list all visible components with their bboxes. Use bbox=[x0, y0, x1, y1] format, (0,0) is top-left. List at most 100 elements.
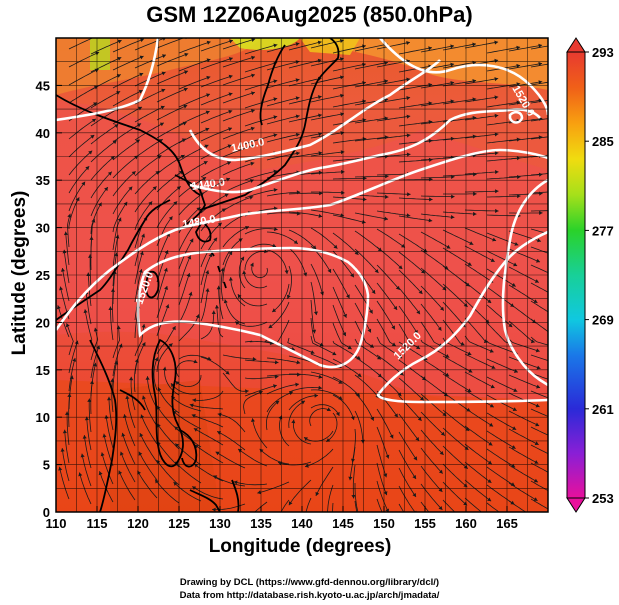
streamline bbox=[85, 290, 92, 325]
streamline-arrow bbox=[538, 135, 543, 140]
streamline bbox=[120, 451, 136, 483]
streamline bbox=[508, 482, 538, 502]
streamline bbox=[530, 264, 548, 274]
x-tick-label: 125 bbox=[168, 516, 190, 531]
streamline-arrow bbox=[538, 61, 543, 66]
streamline bbox=[266, 249, 288, 274]
streamline-arrow bbox=[81, 181, 86, 186]
streamline-arrow bbox=[161, 88, 166, 93]
streamline-arrow bbox=[342, 332, 347, 337]
streamline bbox=[222, 162, 255, 176]
streamline-arrow bbox=[145, 376, 150, 380]
streamline-arrow bbox=[561, 152, 565, 156]
streamline bbox=[398, 467, 417, 498]
streamline bbox=[68, 68, 99, 86]
streamline-arrow bbox=[114, 252, 119, 257]
streamline-arrow bbox=[207, 356, 212, 361]
streamline-arrow bbox=[517, 194, 521, 199]
streamline bbox=[252, 418, 268, 449]
streamline bbox=[233, 481, 268, 486]
streamline bbox=[464, 227, 497, 242]
streamline-arrow bbox=[450, 99, 455, 104]
streamline bbox=[464, 115, 499, 121]
streamline-arrow bbox=[487, 479, 492, 483]
streamline bbox=[508, 374, 541, 389]
streamline-arrow bbox=[110, 288, 115, 292]
y-tick-label: 35 bbox=[36, 173, 50, 188]
streamline-arrow bbox=[343, 313, 347, 318]
streamline-arrow bbox=[450, 136, 455, 141]
streamline-arrow bbox=[494, 132, 499, 137]
streamline bbox=[112, 217, 122, 251]
streamline-arrow bbox=[129, 376, 134, 381]
streamline-arrow bbox=[362, 81, 366, 85]
streamline-arrow bbox=[558, 400, 562, 404]
streamline-arrow bbox=[268, 324, 273, 329]
streamline bbox=[222, 144, 255, 158]
colorbar-max-arrow bbox=[566, 37, 586, 53]
streamline-arrow bbox=[208, 253, 213, 258]
streamline-arrow bbox=[377, 355, 382, 360]
coastline-kyushu bbox=[195, 220, 212, 243]
streamline bbox=[327, 484, 334, 512]
streamline bbox=[398, 395, 422, 422]
streamline-arrow bbox=[233, 480, 238, 485]
streamline bbox=[310, 171, 345, 175]
streamline bbox=[442, 43, 477, 51]
streamline-arrow bbox=[228, 109, 233, 114]
streamline bbox=[464, 96, 499, 103]
streamline bbox=[266, 115, 300, 125]
streamline bbox=[234, 321, 268, 327]
streamline bbox=[310, 151, 345, 157]
streamline-arrow bbox=[360, 529, 364, 533]
streamline-arrow bbox=[513, 388, 518, 392]
streamline bbox=[354, 392, 374, 421]
streamline-arrow bbox=[98, 471, 103, 476]
streamline bbox=[420, 195, 455, 197]
streamline-arrow bbox=[227, 144, 232, 149]
streamline bbox=[178, 76, 211, 90]
streamline-arrow bbox=[318, 385, 322, 390]
streamline-arrow bbox=[450, 81, 455, 85]
streamline-arrow bbox=[533, 299, 538, 303]
streamline-arrow bbox=[384, 79, 389, 84]
coastline-japan-honshu bbox=[199, 79, 319, 211]
streamline-arrow bbox=[450, 44, 455, 49]
streamline-arrow bbox=[417, 416, 422, 421]
streamline bbox=[108, 396, 114, 431]
streamline bbox=[508, 464, 539, 483]
streamline-arrow bbox=[561, 115, 565, 119]
streamline-arrow bbox=[450, 62, 455, 67]
streamline-arrow bbox=[125, 395, 130, 400]
streamline-arrow bbox=[558, 438, 562, 442]
streamline-arrow bbox=[561, 96, 565, 100]
streamline-arrow bbox=[175, 443, 180, 448]
streamline-arrow bbox=[273, 227, 278, 232]
streamline bbox=[200, 110, 233, 124]
colorbar-ticks: 293 285 277 269 261 253 bbox=[585, 45, 614, 506]
streamline-arrow bbox=[250, 418, 255, 422]
contour-line-1440 bbox=[189, 108, 541, 194]
streamline bbox=[310, 263, 324, 296]
streamline-arrow bbox=[72, 357, 77, 362]
streamline bbox=[530, 336, 548, 346]
streamline-arrow bbox=[243, 521, 247, 525]
streamline-arrow bbox=[438, 469, 443, 474]
streamline-arrow bbox=[172, 326, 176, 331]
streamline-arrow bbox=[406, 41, 410, 45]
streamline bbox=[442, 445, 469, 470]
streamline-arrow bbox=[138, 269, 143, 273]
streamline bbox=[259, 448, 290, 465]
streamline-arrow bbox=[297, 372, 301, 377]
streamline-arrow bbox=[391, 342, 396, 346]
streamline-arrow bbox=[487, 460, 492, 465]
streamline bbox=[398, 251, 426, 274]
streamline bbox=[66, 323, 74, 356]
streamline bbox=[189, 404, 224, 410]
streamline-arrow bbox=[472, 79, 477, 84]
streamline bbox=[288, 386, 323, 393]
streamline bbox=[486, 214, 521, 217]
x-tick-label: 130 bbox=[209, 516, 231, 531]
streamline bbox=[332, 119, 367, 126]
streamline-arrow bbox=[440, 431, 445, 436]
